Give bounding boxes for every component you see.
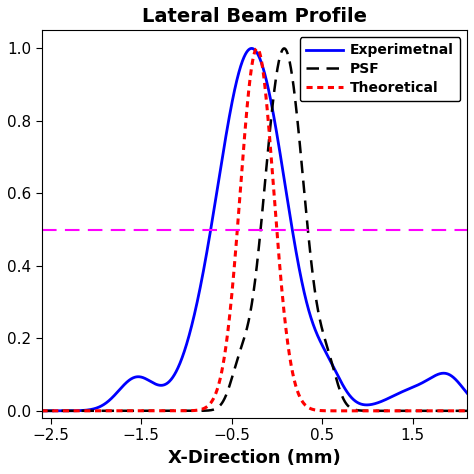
Experimetnal — [249, 46, 255, 51]
Theoretical — [254, 46, 260, 51]
Line: Theoretical: Theoretical — [37, 48, 467, 411]
Experimetnal — [456, 380, 462, 386]
Experimetnal — [410, 384, 415, 390]
Line: Experimetnal: Experimetnal — [37, 48, 467, 411]
PSF — [34, 408, 40, 414]
Experimetnal — [34, 408, 40, 414]
Theoretical — [456, 408, 462, 414]
Experimetnal — [109, 395, 115, 401]
Theoretical — [218, 374, 223, 380]
X-axis label: X-Direction (mm): X-Direction (mm) — [168, 449, 341, 467]
PSF — [109, 408, 115, 414]
Legend: Experimetnal, PSF, Theoretical: Experimetnal, PSF, Theoretical — [300, 37, 460, 101]
PSF — [199, 408, 205, 414]
PSF — [410, 408, 415, 414]
Theoretical — [34, 408, 40, 414]
PSF — [83, 408, 89, 414]
Experimetnal — [199, 276, 205, 282]
PSF — [464, 408, 470, 414]
PSF — [456, 408, 462, 414]
Theoretical — [410, 408, 415, 414]
Theoretical — [83, 408, 89, 414]
PSF — [218, 402, 223, 408]
Experimetnal — [83, 407, 89, 413]
Theoretical — [199, 406, 205, 412]
Theoretical — [464, 408, 470, 414]
Title: Lateral Beam Profile: Lateral Beam Profile — [142, 7, 367, 26]
Experimetnal — [218, 165, 223, 171]
Experimetnal — [464, 390, 470, 396]
PSF — [282, 46, 287, 51]
Theoretical — [109, 408, 115, 414]
Line: PSF: PSF — [37, 48, 467, 411]
